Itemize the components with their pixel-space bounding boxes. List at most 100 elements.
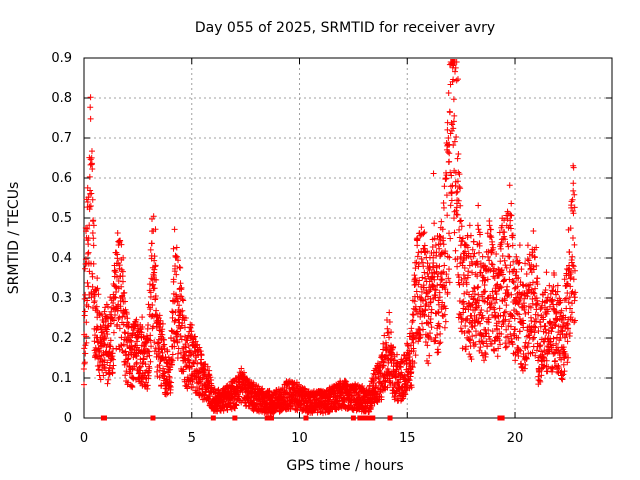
data-point [459, 235, 466, 242]
data-point [156, 362, 163, 369]
data-point [466, 222, 473, 229]
data-point [137, 363, 144, 370]
data-point [504, 283, 511, 290]
data-point [516, 311, 523, 318]
data-point [409, 311, 416, 318]
data-point [473, 314, 480, 321]
data-point [95, 291, 102, 298]
data-point [401, 372, 408, 379]
data-point [104, 323, 111, 330]
data-point [453, 211, 460, 218]
data-point [462, 248, 469, 255]
data-point [475, 283, 482, 290]
data-point [479, 339, 486, 346]
data-point [498, 266, 505, 273]
data-point [552, 357, 559, 364]
data-point [88, 148, 95, 155]
data-point [108, 308, 115, 315]
data-point [419, 320, 426, 327]
data-point [474, 273, 481, 280]
data-point [415, 281, 422, 288]
data-point [450, 96, 457, 103]
data-point [418, 288, 425, 295]
data-point [567, 305, 574, 312]
data-point [533, 244, 540, 251]
data-point [85, 249, 92, 256]
data-point [140, 356, 147, 363]
data-point [151, 285, 158, 292]
data-point [196, 344, 203, 351]
data-point [412, 275, 419, 282]
data-point [489, 241, 496, 248]
data-point [538, 302, 545, 309]
data-point [427, 319, 434, 326]
data-point [454, 211, 461, 218]
data-point [428, 324, 435, 331]
data-point [565, 354, 572, 361]
data-point [342, 377, 349, 384]
data-point [164, 390, 171, 397]
data-point [179, 307, 186, 314]
data-point [450, 215, 457, 222]
data-point [420, 263, 427, 270]
data-point [571, 317, 578, 324]
data-point [554, 288, 561, 295]
data-point [572, 289, 579, 296]
data-point [514, 283, 521, 290]
data-point [91, 297, 98, 304]
data-point [88, 294, 95, 301]
data-point [566, 249, 573, 256]
data-point [139, 324, 146, 331]
data-point [497, 283, 504, 290]
data-point [505, 322, 512, 329]
data-point [489, 261, 496, 268]
data-point [472, 328, 479, 335]
data-point [470, 253, 477, 260]
data-point [468, 302, 475, 309]
data-point [174, 331, 181, 338]
data-point [89, 230, 96, 237]
data-point [178, 336, 185, 343]
data-point [429, 273, 436, 280]
data-point [162, 353, 169, 360]
data-point [136, 364, 143, 371]
data-point [236, 397, 243, 404]
data-point [110, 329, 117, 336]
data-point [112, 294, 119, 301]
data-point [518, 266, 525, 273]
data-point [534, 275, 541, 282]
data-point [570, 164, 577, 171]
data-point [468, 356, 475, 363]
data-point [175, 257, 182, 264]
data-point [294, 407, 301, 414]
data-point [147, 246, 154, 253]
data-point [490, 294, 497, 301]
data-point [82, 350, 89, 357]
data-point [570, 263, 577, 270]
data-point [476, 242, 483, 249]
data-point [169, 357, 176, 364]
chart-title: Day 055 of 2025, SRMTID for receiver avr… [195, 20, 495, 36]
data-point [458, 223, 465, 230]
data-point [503, 326, 510, 333]
data-point [204, 363, 211, 370]
data-point [534, 300, 541, 307]
data-point [516, 328, 523, 335]
data-point [174, 339, 181, 346]
data-point [84, 279, 91, 286]
data-point [390, 357, 397, 364]
data-point [457, 253, 464, 260]
zero-data-point [101, 415, 107, 421]
data-point [482, 351, 489, 358]
data-point [445, 90, 452, 97]
zero-data-point [232, 415, 238, 421]
data-point [448, 190, 455, 197]
data-point [493, 296, 500, 303]
zero-data-point [361, 415, 367, 421]
data-point [559, 376, 566, 383]
data-point [402, 391, 409, 398]
data-point [160, 372, 167, 379]
data-point [504, 240, 511, 247]
data-point [568, 257, 575, 264]
data-point [384, 384, 391, 391]
